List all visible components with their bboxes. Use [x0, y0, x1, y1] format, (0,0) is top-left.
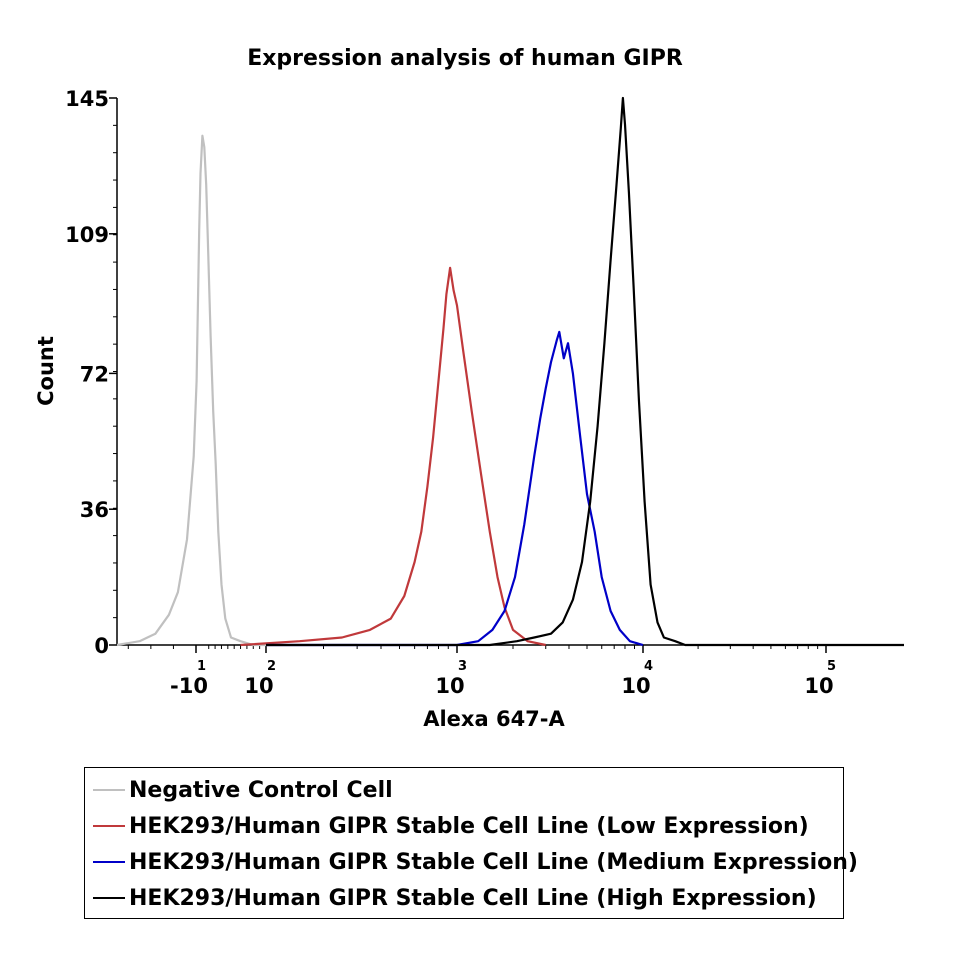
legend-label: HEK293/Human GIPR Stable Cell Line (Low … — [129, 813, 809, 839]
series-line-3 — [266, 96, 904, 647]
legend-item: HEK293/Human GIPR Stable Cell Line (Medi… — [93, 847, 858, 877]
legend-swatch — [93, 825, 125, 827]
legend: Negative Control Cell HEK293/Human GIPR S… — [84, 767, 858, 919]
x-tick-exponent: 5 — [827, 659, 836, 674]
y-tick-label: 109 — [65, 223, 109, 247]
legend-item: HEK293/Human GIPR Stable Cell Line (Low … — [93, 811, 809, 841]
x-tick-label: 10 — [621, 674, 650, 698]
series-layer — [116, 96, 904, 647]
x-tick-exponent: 1 — [197, 659, 206, 674]
x-tick-exponent: 4 — [644, 659, 653, 674]
x-axis-title: Alexa 647-A — [423, 707, 565, 731]
legend-label: Negative Control Cell — [129, 777, 393, 803]
x-tick-label: 10 — [804, 674, 833, 698]
y-tick-label: 36 — [80, 498, 109, 522]
legend-label: HEK293/Human GIPR Stable Cell Line (Medi… — [129, 849, 858, 875]
x-tick-exponent: 2 — [267, 659, 276, 674]
legend-swatch — [93, 897, 125, 899]
legend-label: HEK293/Human GIPR Stable Cell Line (High… — [129, 885, 817, 911]
legend-swatch — [93, 789, 125, 791]
legend-item: Negative Control Cell — [93, 775, 393, 805]
x-tick-label: -10 — [170, 674, 208, 698]
x-tick-label: 10 — [435, 674, 464, 698]
legend-swatch — [93, 861, 125, 863]
series-line-2 — [266, 330, 644, 647]
x-tick-exponent: 3 — [458, 659, 467, 674]
series-line-1 — [240, 266, 546, 647]
y-ticks: 0 36 72 109 145 — [65, 87, 117, 658]
x-tick-label: 10 — [244, 674, 273, 698]
chart-title: Expression analysis of human GIPR — [247, 46, 683, 71]
y-tick-label: 145 — [65, 87, 109, 111]
y-axis-title: Count — [34, 336, 58, 406]
legend-item: HEK293/Human GIPR Stable Cell Line (High… — [93, 883, 817, 913]
axes — [116, 98, 904, 646]
y-tick-label: 0 — [94, 634, 109, 658]
series-line-0 — [116, 134, 358, 647]
y-tick-label: 72 — [80, 362, 109, 386]
